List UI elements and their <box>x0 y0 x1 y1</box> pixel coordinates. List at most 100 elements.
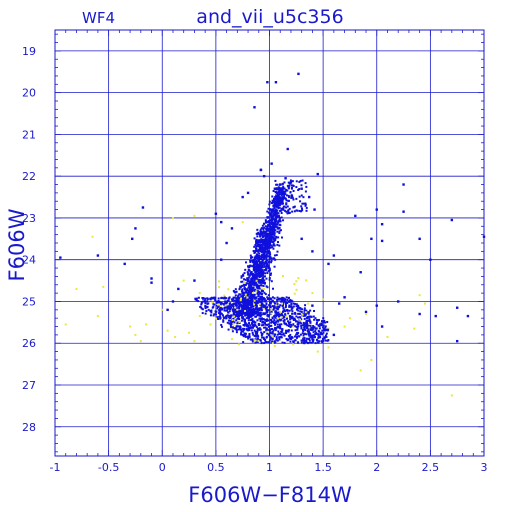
faint-clump-star <box>284 306 287 309</box>
yellow-star-point-29 <box>359 369 362 372</box>
rgb-star <box>251 282 254 285</box>
faint-clump-star <box>303 340 306 343</box>
faint-clump-star <box>264 300 267 303</box>
rgb-star <box>250 295 253 298</box>
yellow-star-point-15 <box>193 214 196 217</box>
rgb-tip-star <box>304 190 307 193</box>
faint-clump-star <box>281 341 284 344</box>
faint-clump-star <box>289 315 292 318</box>
faint-clump-star <box>270 337 273 340</box>
faint-clump-star <box>261 299 264 302</box>
rgb-star <box>242 273 245 276</box>
rgb-star <box>262 281 265 284</box>
faint-clump-star <box>295 336 298 339</box>
rgb-star <box>273 209 276 212</box>
rgb-star <box>252 250 255 253</box>
rgb-star <box>263 291 266 294</box>
faint-clump-star <box>278 336 281 339</box>
faint-clump-star <box>258 323 261 326</box>
faint-clump-star <box>289 321 292 324</box>
yellow-star-point-6 <box>139 340 142 343</box>
faint-clump-star <box>322 340 325 343</box>
faint-clump-star <box>247 329 250 332</box>
rgb-star <box>256 278 259 281</box>
rgb-tip-star <box>274 211 277 214</box>
rgb-tip-star <box>287 211 290 214</box>
faint-clump-star <box>269 301 272 304</box>
faint-clump-star <box>294 339 297 342</box>
blue-star-point-22 <box>150 281 153 284</box>
rgb-star <box>261 260 264 263</box>
faint-clump-star <box>281 310 284 313</box>
faint-clump-star <box>241 316 244 319</box>
rgb-star <box>277 194 280 197</box>
yellow-star-point-30 <box>386 335 389 338</box>
rgb-star <box>246 301 249 304</box>
faint-clump-star <box>287 325 290 328</box>
rgb-star <box>272 208 275 211</box>
rgb-star <box>253 257 256 260</box>
faint-clump-star <box>263 331 266 334</box>
faint-clump-star <box>278 315 281 318</box>
rgb-star <box>261 247 264 250</box>
clump-yellow-star <box>301 313 304 316</box>
faint-clump-star <box>275 320 278 323</box>
rgb-star <box>232 289 235 292</box>
faint-clump-star <box>233 321 236 324</box>
rgb-star <box>261 276 264 279</box>
clump-yellow-star <box>299 318 302 321</box>
faint-clump-star <box>289 298 292 301</box>
rgb-star <box>264 254 267 257</box>
rgb-star <box>260 273 263 276</box>
faint-clump-star <box>285 337 288 340</box>
faint-clump-star <box>247 297 250 300</box>
blue-star-point-26 <box>380 223 384 226</box>
faint-clump-star <box>274 316 277 319</box>
rgb-star <box>249 271 252 274</box>
rgb-star <box>275 194 278 197</box>
faint-clump-star <box>243 305 246 308</box>
faint-clump-star <box>290 299 293 302</box>
rgb-star <box>263 231 266 234</box>
rgb-star <box>268 269 271 272</box>
faint-clump-star <box>287 312 290 315</box>
faint-clump-star <box>260 303 263 306</box>
clump-yellow-star <box>285 315 288 318</box>
faint-clump-star <box>265 307 268 310</box>
rgb-tip-star <box>290 196 293 199</box>
rgb-star <box>262 250 265 253</box>
faint-clump-star <box>261 336 264 339</box>
rgb-star <box>282 185 285 188</box>
rgb-star <box>250 278 253 281</box>
y-tick-label-0: 19 <box>22 45 36 58</box>
rgb-star <box>256 264 259 267</box>
rgb-star <box>269 213 272 216</box>
rgb-star <box>253 296 256 299</box>
rgb-star <box>274 187 277 190</box>
faint-clump-star <box>260 342 263 345</box>
rgb-star <box>250 286 253 289</box>
clump-yellow-star <box>243 280 246 283</box>
faint-clump-star <box>240 331 243 334</box>
rgb-star <box>249 294 252 297</box>
rgb-star <box>267 255 270 258</box>
faint-clump-star <box>252 324 255 327</box>
yellow-star-point-16 <box>198 292 201 295</box>
blue-star-point-4 <box>286 147 289 151</box>
faint-clump-star <box>260 318 263 321</box>
rgb-star <box>266 221 269 224</box>
rgb-star <box>248 282 251 285</box>
rgb-tip-star <box>291 180 294 183</box>
rgb-tip-star <box>279 199 282 202</box>
faint-clump-star <box>233 296 236 299</box>
rgb-star <box>253 260 256 263</box>
rgb-star <box>255 299 258 302</box>
faint-clump-star <box>320 324 323 327</box>
blue-star-point-17 <box>131 237 134 241</box>
faint-clump-star <box>289 318 292 321</box>
faint-clump-star <box>262 304 265 307</box>
faint-clump-star <box>295 303 298 306</box>
rgb-star <box>266 226 269 229</box>
faint-clump-star <box>299 310 302 313</box>
rgb-star <box>282 219 285 222</box>
